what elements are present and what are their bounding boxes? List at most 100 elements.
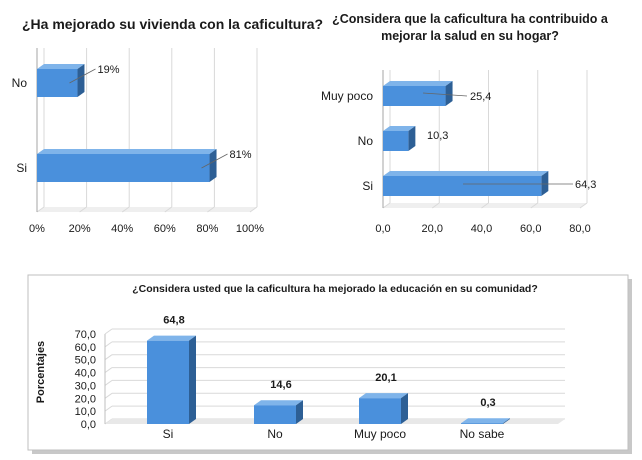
chart-education-y-axis-label: Porcentajes bbox=[35, 341, 47, 403]
bar-top bbox=[37, 149, 217, 154]
data-label: 25,4 bbox=[470, 91, 491, 103]
bar-side bbox=[503, 418, 510, 424]
bar-side bbox=[209, 149, 217, 182]
bar-side bbox=[401, 393, 408, 424]
x-tick-label: 80% bbox=[196, 223, 218, 235]
chart-education-floor bbox=[105, 419, 565, 424]
bar-side bbox=[296, 400, 303, 424]
bar bbox=[254, 405, 296, 424]
grid-diag bbox=[579, 202, 588, 209]
leader-line bbox=[201, 153, 228, 169]
y-tick-label: 50,0 bbox=[75, 355, 96, 367]
bar-side bbox=[189, 335, 196, 424]
chart-housing: ¿Ha mejorado su vivienda con la caficult… bbox=[12, 16, 323, 235]
bar bbox=[383, 131, 409, 151]
x-tick-label: 40,0 bbox=[471, 223, 492, 235]
x-tick-label: 40% bbox=[111, 223, 133, 235]
chart-housing-title: ¿Ha mejorado su vivienda con la caficult… bbox=[22, 16, 323, 32]
leader-line bbox=[422, 92, 468, 97]
grid-diag bbox=[481, 202, 489, 209]
grid-diag bbox=[104, 328, 113, 335]
category-label: Muy poco bbox=[321, 89, 373, 103]
chart-health-labels: 0,0 20,0 40,0 60,0 80,0 Muy poco 25,4 No 10,3 Si 6… bbox=[321, 89, 596, 235]
grid-diag bbox=[530, 202, 539, 209]
chart-health-title-line-1: ¿Considera que la caficultura ha contrib… bbox=[332, 12, 609, 26]
category-label: Muy poco bbox=[354, 427, 406, 441]
grid-diag bbox=[104, 367, 113, 373]
x-tick-label: 60,0 bbox=[520, 223, 541, 235]
bar bbox=[147, 340, 189, 424]
grid-diag bbox=[104, 354, 113, 361]
chart-housing-floor bbox=[37, 207, 257, 212]
chart-housing-bars bbox=[37, 64, 217, 182]
grid-diag bbox=[382, 202, 391, 209]
grid-diag bbox=[207, 206, 215, 213]
chart-health-bars bbox=[383, 81, 549, 196]
bar bbox=[37, 154, 210, 182]
x-tick-label: 0% bbox=[29, 223, 45, 235]
bar-top bbox=[383, 171, 549, 176]
data-label: 81% bbox=[230, 149, 252, 161]
category-label: No bbox=[358, 134, 374, 148]
bar-top bbox=[359, 393, 408, 399]
grid-diag bbox=[104, 405, 113, 412]
grid-diag bbox=[104, 380, 113, 386]
bar-top bbox=[383, 81, 453, 86]
bar-side bbox=[77, 64, 85, 97]
bar bbox=[461, 423, 503, 424]
grid-diag bbox=[104, 392, 113, 399]
x-tick-label: 80,0 bbox=[569, 223, 590, 235]
grid-diag bbox=[431, 202, 440, 209]
chart-housing-labels: 0% 20% 40% 60% 80% 100% No 19% Si 81% bbox=[12, 64, 265, 235]
bar-top bbox=[383, 126, 416, 131]
bar-side bbox=[541, 171, 549, 196]
grid-diag bbox=[249, 206, 258, 213]
chart-health-grid bbox=[382, 70, 588, 209]
x-tick-label: 60% bbox=[154, 223, 176, 235]
bar-side bbox=[408, 126, 416, 151]
x-tick-label: 0,0 bbox=[375, 223, 390, 235]
y-tick-label: 10,0 bbox=[75, 406, 96, 418]
data-label: 14,6 bbox=[270, 379, 291, 391]
bar-top bbox=[254, 400, 303, 406]
category-label: No bbox=[12, 76, 28, 90]
grid-diag bbox=[121, 206, 130, 213]
bar bbox=[383, 86, 446, 106]
chart-health: ¿Considera que la caficultura ha contrib… bbox=[321, 12, 609, 235]
bar bbox=[37, 69, 78, 97]
y-tick-label: 60,0 bbox=[75, 342, 96, 354]
y-tick-label: 30,0 bbox=[75, 380, 96, 392]
x-tick-label: 20% bbox=[69, 223, 91, 235]
category-label: No bbox=[267, 427, 283, 441]
category-label: Si bbox=[16, 161, 27, 175]
y-tick-label: 0,0 bbox=[81, 419, 96, 431]
leader-line bbox=[69, 68, 96, 84]
data-label: 64,3 bbox=[575, 179, 596, 191]
chart-health-title-line-2: mejorar la salud en su hogar? bbox=[381, 29, 559, 43]
category-label: Si bbox=[163, 427, 174, 441]
x-tick-label: 20,0 bbox=[422, 223, 443, 235]
chart-education-labels: 0,010,020,030,040,050,060,070,0 Si 64,8 No 1… bbox=[75, 315, 505, 441]
chart-education-title: ¿Considera usted que la caficultura ha m… bbox=[132, 283, 538, 295]
grid-diag bbox=[36, 206, 45, 213]
y-tick-label: 40,0 bbox=[75, 368, 96, 380]
bar-top bbox=[461, 418, 510, 424]
data-label: 64,8 bbox=[163, 315, 184, 327]
chart-education-bars bbox=[147, 335, 510, 424]
bar-side bbox=[445, 81, 453, 106]
category-label: No sabe bbox=[460, 427, 505, 441]
bar bbox=[383, 176, 542, 196]
bar-top bbox=[147, 335, 196, 341]
grid-diag bbox=[104, 341, 113, 348]
bar bbox=[359, 398, 401, 424]
chart-education: ¿Considera usted que la caficultura ha m… bbox=[27, 274, 632, 454]
category-label: Si bbox=[362, 179, 373, 193]
data-label: 20,1 bbox=[375, 372, 396, 384]
data-label: 0,3 bbox=[480, 397, 495, 409]
x-tick-label: 100% bbox=[236, 223, 264, 235]
grid-diag bbox=[79, 206, 87, 213]
data-label: 10,3 bbox=[427, 130, 448, 142]
chart-education-grid bbox=[104, 328, 565, 425]
y-tick-label: 20,0 bbox=[75, 393, 96, 405]
